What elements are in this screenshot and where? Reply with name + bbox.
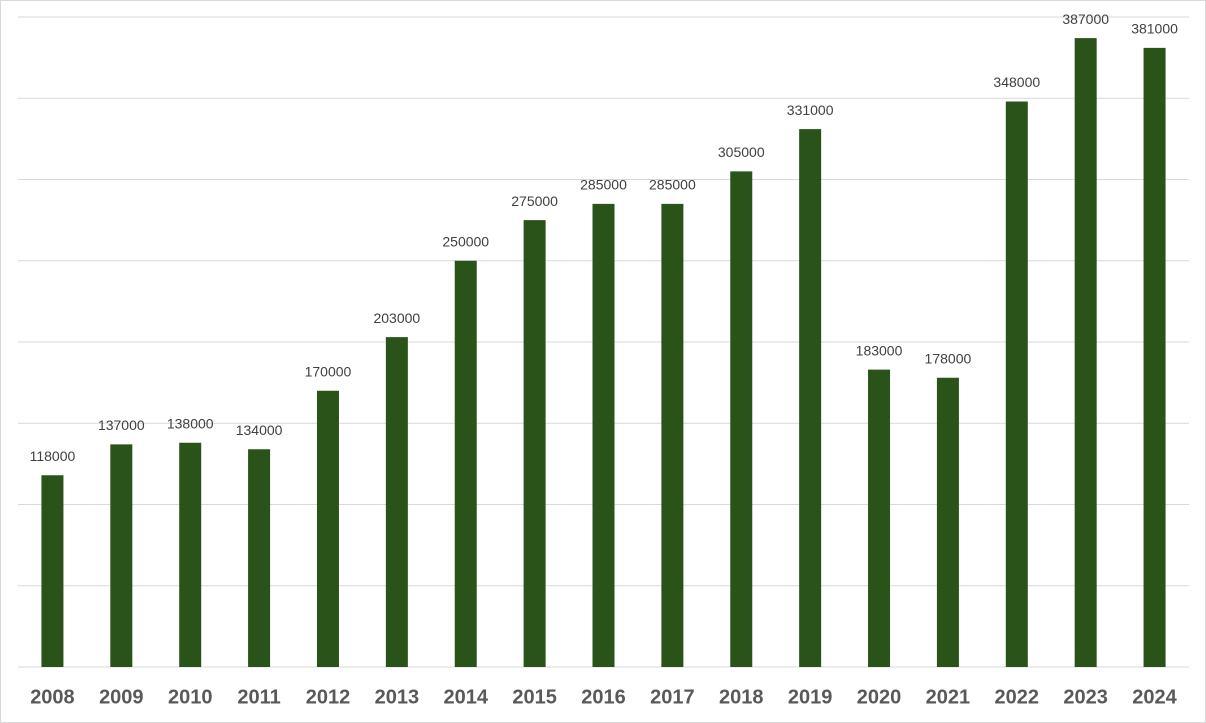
bar: [661, 203, 684, 667]
bar: [730, 171, 753, 667]
value-label: 134000: [236, 422, 283, 438]
value-label: 285000: [580, 177, 627, 193]
x-tick-label: 2019: [788, 686, 833, 708]
bar: [799, 129, 822, 667]
bar: [1143, 47, 1166, 667]
value-label: 203000: [373, 310, 420, 326]
bar: [316, 390, 339, 667]
x-tick-label: 2024: [1132, 686, 1177, 708]
value-label: 331000: [787, 102, 834, 118]
value-label: 118000: [30, 448, 76, 464]
x-tick-label: 2015: [512, 686, 557, 708]
value-label: 250000: [442, 233, 489, 249]
x-tick-label: 2016: [581, 686, 626, 708]
x-tick-label: 2023: [1063, 686, 1108, 708]
x-tick-label: 2010: [168, 686, 213, 708]
bar: [179, 442, 202, 667]
x-tick-label: 2014: [443, 686, 488, 708]
value-label: 137000: [98, 417, 145, 433]
x-tick-label: 2020: [857, 686, 902, 708]
bar: [454, 260, 477, 667]
value-label: 138000: [167, 415, 214, 431]
x-tick-label: 2009: [99, 686, 144, 708]
x-tick-label: 2012: [306, 686, 351, 708]
bar: [41, 475, 64, 667]
bar: [592, 203, 615, 667]
bar: [110, 444, 133, 667]
value-label: 183000: [856, 342, 903, 358]
x-tick-label: 2021: [926, 686, 971, 708]
value-label: 381000: [1131, 21, 1178, 37]
bar: [248, 449, 271, 667]
value-label: 305000: [718, 144, 765, 160]
bar: [936, 377, 959, 667]
value-label: 275000: [511, 193, 558, 209]
bar: [1005, 101, 1028, 667]
x-tick-label: 2008: [30, 686, 75, 708]
bar: [1074, 38, 1097, 667]
x-tick-label: 2018: [719, 686, 764, 708]
bar: [385, 337, 408, 667]
bar: [523, 220, 546, 667]
value-label: 178000: [925, 350, 972, 366]
value-label: 170000: [305, 363, 352, 379]
value-label: 387000: [1062, 11, 1109, 27]
value-label: 348000: [993, 74, 1040, 90]
x-tick-label: 2011: [237, 686, 280, 708]
x-tick-label: 2013: [375, 686, 420, 708]
bar: [868, 369, 891, 667]
x-tick-label: 2017: [650, 686, 695, 708]
value-label: 285000: [649, 177, 696, 193]
x-tick-label: 2022: [995, 686, 1040, 708]
